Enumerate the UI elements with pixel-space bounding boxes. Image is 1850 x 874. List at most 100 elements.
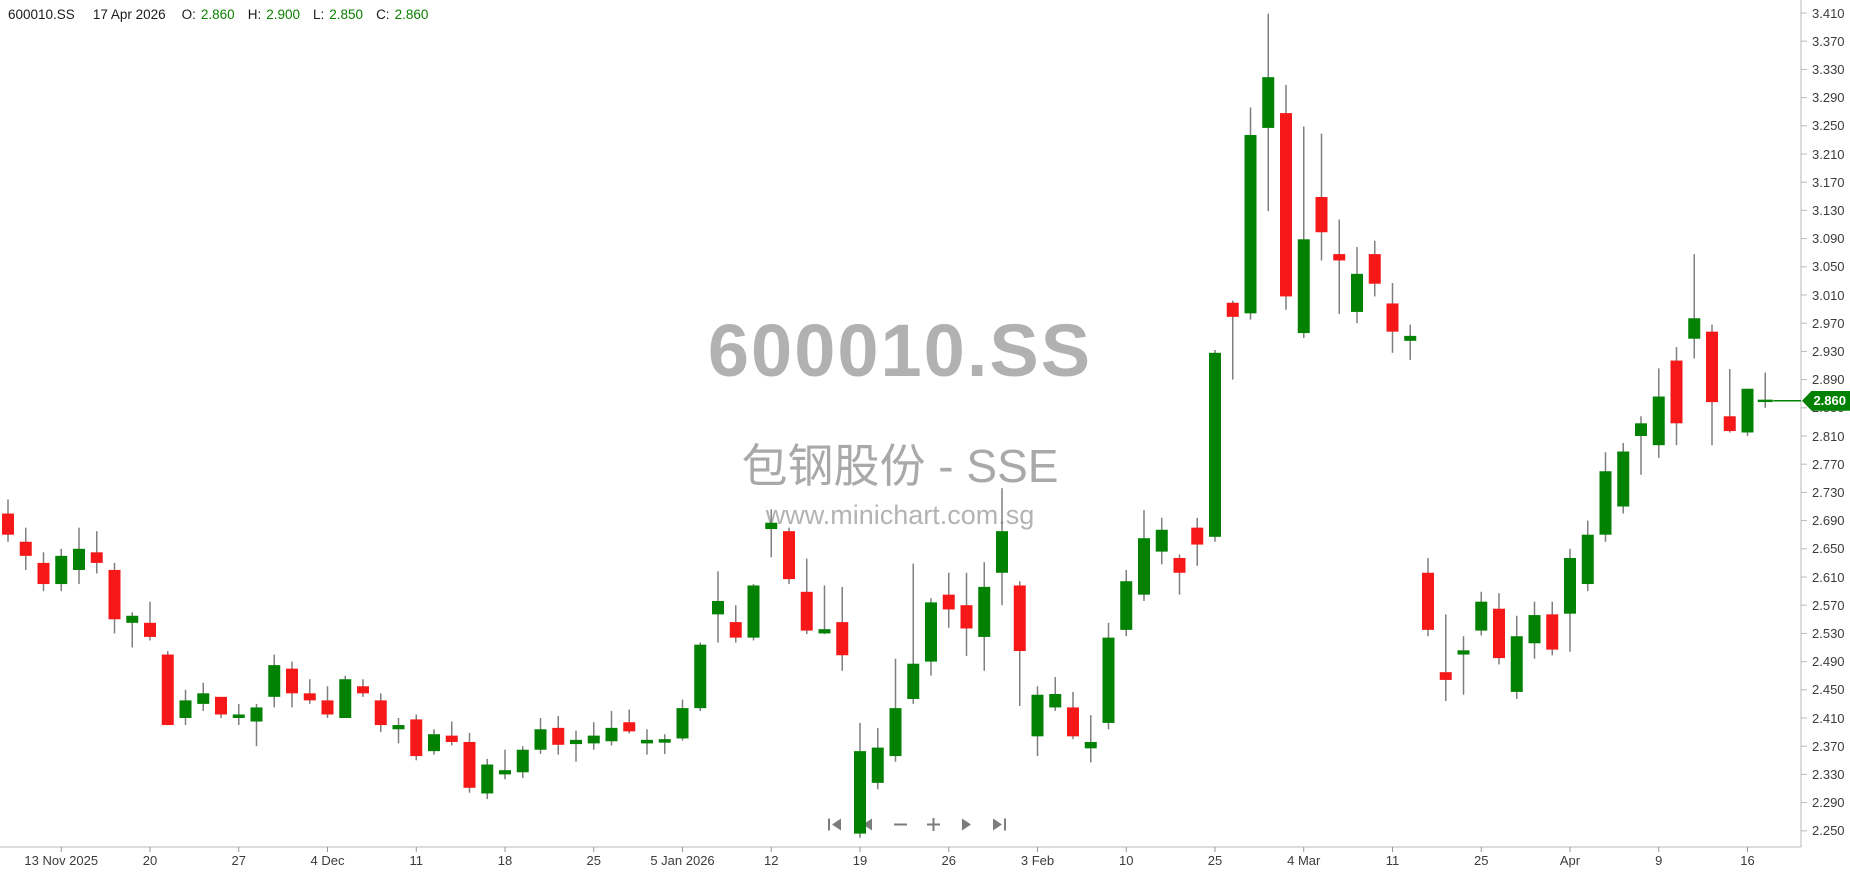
candlestick bbox=[1191, 517, 1204, 566]
candle-body-up bbox=[587, 735, 600, 744]
price-axis-label: 2.930 bbox=[1812, 343, 1845, 359]
candle-body-down bbox=[1191, 527, 1204, 545]
legend-symbol: 600010.SS bbox=[8, 7, 75, 22]
date-axis-label: 10 bbox=[1119, 853, 1134, 868]
candlestick bbox=[1155, 517, 1168, 565]
candlestick bbox=[1510, 615, 1523, 699]
candlestick bbox=[1226, 300, 1239, 380]
candle-body-down bbox=[108, 569, 121, 620]
candlestick bbox=[1404, 324, 1417, 360]
candle-body-up bbox=[197, 693, 210, 704]
legend-date: 17 Apr 2026 bbox=[92, 7, 166, 22]
candlestick bbox=[1262, 13, 1275, 212]
date-axis-label: 13 Nov 2025 bbox=[24, 853, 99, 868]
zoom-out-button[interactable] bbox=[892, 817, 909, 832]
candlestick bbox=[605, 710, 618, 746]
candle-body-down bbox=[90, 552, 103, 563]
candle-body-down bbox=[1439, 672, 1452, 680]
ohlc-legend: 600010.SS 17 Apr 2026 O: 2.860 H: 2.900 … bbox=[8, 7, 441, 22]
candlestick bbox=[694, 642, 707, 711]
candle-body-up bbox=[1102, 637, 1115, 723]
candlestick bbox=[1546, 601, 1559, 656]
candle-body-down bbox=[960, 605, 973, 629]
candle-body-up bbox=[907, 663, 920, 699]
candle-body-up bbox=[1510, 636, 1523, 692]
candle-body-up bbox=[1757, 399, 1773, 403]
candlestick bbox=[623, 709, 636, 734]
candlestick bbox=[1067, 691, 1079, 740]
price-axis-label: 2.330 bbox=[1812, 766, 1845, 782]
candle-body-up bbox=[1688, 318, 1701, 339]
candlestick bbox=[1120, 569, 1133, 637]
candle-body-down bbox=[410, 719, 423, 757]
candlestick bbox=[197, 682, 210, 711]
candlestick bbox=[1652, 368, 1665, 458]
candle-body-up bbox=[1120, 581, 1133, 630]
candle-body-up bbox=[250, 707, 263, 722]
date-axis-label: 4 Mar bbox=[1287, 853, 1321, 868]
date-axis-label: 20 bbox=[142, 853, 158, 868]
candlestick bbox=[463, 732, 476, 793]
date-axis-label: 25 bbox=[1474, 853, 1489, 868]
candle-body-down bbox=[2, 513, 14, 535]
candle-body-up bbox=[1404, 335, 1417, 341]
candle-body-down bbox=[357, 686, 369, 694]
candlestick bbox=[1670, 347, 1683, 446]
skip-to-start-button[interactable] bbox=[826, 817, 843, 832]
candlestick bbox=[676, 699, 689, 741]
date-axis-label: 19 bbox=[852, 853, 868, 868]
candlestick bbox=[1617, 443, 1630, 514]
zoom-in-button[interactable] bbox=[925, 817, 942, 832]
date-axis-label: 3 Feb bbox=[1020, 853, 1055, 868]
price-axis-label: 2.770 bbox=[1812, 456, 1845, 472]
skip-to-end-button[interactable] bbox=[991, 817, 1008, 832]
candlestick bbox=[215, 696, 227, 718]
price-axis-label: 2.970 bbox=[1812, 315, 1845, 331]
candlestick bbox=[818, 585, 831, 635]
candle-body-up bbox=[1262, 77, 1275, 128]
candle-body-down bbox=[942, 594, 955, 610]
candlestick bbox=[836, 586, 849, 671]
candlestick bbox=[1706, 324, 1718, 446]
watermark-company-name: 包钢股份 - SSE bbox=[741, 440, 1059, 492]
candle-body-up bbox=[55, 555, 68, 585]
price-axis-label: 3.130 bbox=[1812, 202, 1845, 218]
candlestick bbox=[1209, 349, 1221, 542]
candlestick bbox=[765, 509, 778, 558]
watermark: 600010.SS 包钢股份 - SSE www.minichart.com.s… bbox=[708, 309, 1090, 530]
candlestick bbox=[641, 729, 653, 755]
step-back-button[interactable] bbox=[859, 817, 876, 832]
candlestick bbox=[481, 758, 494, 800]
candle-body-up bbox=[1457, 650, 1470, 655]
date-axis-label: 11 bbox=[409, 853, 424, 868]
candle-body-down bbox=[445, 735, 458, 742]
zoom-in-icon bbox=[925, 817, 942, 832]
price-axis-label: 2.530 bbox=[1812, 625, 1845, 641]
candle-body-up bbox=[339, 679, 352, 718]
candlestick bbox=[1688, 254, 1701, 359]
candle-body-down bbox=[1723, 416, 1736, 432]
candlestick bbox=[374, 693, 387, 733]
candlestick bbox=[1280, 84, 1292, 310]
close-label: C: bbox=[376, 7, 390, 22]
candle-body-down bbox=[463, 741, 476, 788]
candle-body-down bbox=[836, 622, 849, 656]
candlestick bbox=[499, 749, 511, 780]
candle-body-up bbox=[1528, 615, 1541, 644]
step-forward-button[interactable] bbox=[958, 817, 975, 832]
candle-body-up bbox=[978, 586, 991, 637]
candlestick bbox=[1475, 591, 1488, 636]
candlestick bbox=[2, 499, 14, 542]
candle-body-up bbox=[694, 644, 707, 709]
candlestick bbox=[19, 527, 32, 570]
candle-body-down bbox=[37, 562, 50, 585]
price-axis-label: 2.570 bbox=[1812, 597, 1845, 613]
date-axis-label: 25 bbox=[586, 853, 601, 868]
date-axis-label: 4 Dec bbox=[310, 853, 345, 868]
candle-body-up bbox=[570, 739, 582, 745]
price-axis-label: 3.170 bbox=[1812, 174, 1845, 190]
skip-to-start-icon bbox=[826, 817, 843, 832]
candle-body-down bbox=[1706, 331, 1718, 403]
